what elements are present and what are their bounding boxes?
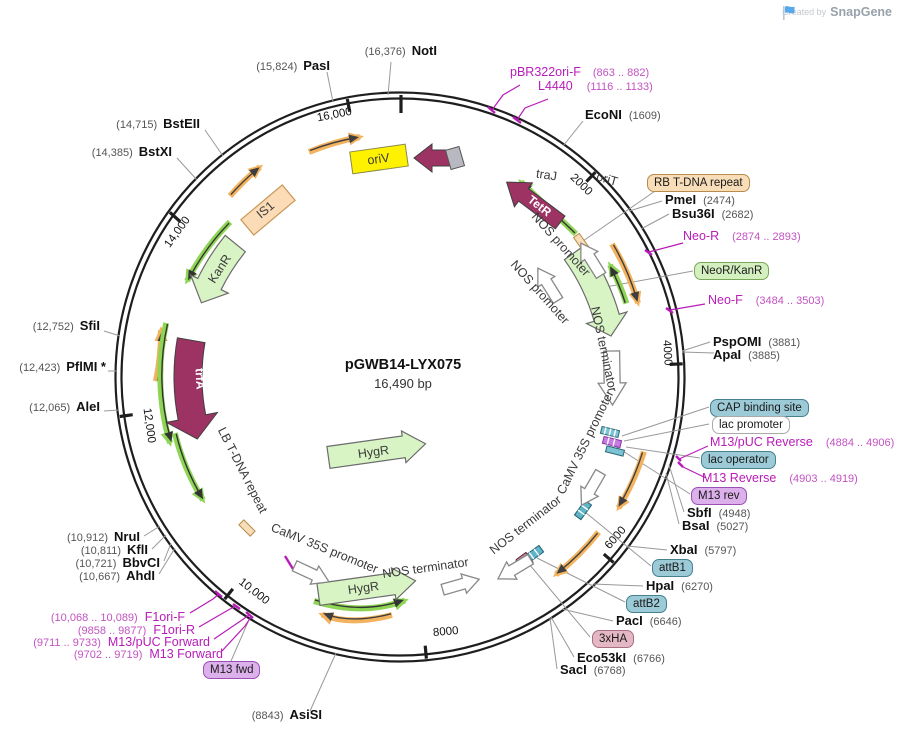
primer-label-m13-puc-forward[interactable]: (9711 .. 9733) M13/pUC Forward bbox=[33, 635, 210, 649]
oriv-label: oriV bbox=[366, 150, 391, 167]
nos-terminator-arrow-saci[interactable] bbox=[493, 551, 536, 588]
hygr-label-2: HygR bbox=[347, 579, 380, 597]
feature-box-neor-kanr[interactable]: NeoR/KanR bbox=[694, 262, 770, 280]
tick-label-16000: 16,000 bbox=[316, 106, 353, 124]
primer-label-m13-puc-reverse[interactable]: M13/pUC Reverse (4884 .. 4906) bbox=[710, 435, 894, 449]
enzyme-label-asisi[interactable]: (8843) AsiSI bbox=[252, 707, 322, 722]
primer-labels: pBR322ori-F (863 .. 882) L4440 (1116 .. 11… bbox=[33, 65, 894, 661]
tick-label-12000: 12,000 bbox=[141, 407, 158, 444]
primer-label-m13-reverse[interactable]: M13 Reverse (4903 .. 4919) bbox=[702, 471, 858, 485]
scale-ticks bbox=[119, 95, 683, 659]
lac-operator-mark[interactable] bbox=[604, 445, 626, 457]
feature-box-attb1[interactable]: attB1 bbox=[652, 559, 693, 577]
enzyme-label-ahdi[interactable]: (10,667) AhdI bbox=[79, 568, 155, 583]
primer-label-neo-f[interactable]: Neo-F (3484 .. 3503) bbox=[708, 293, 824, 307]
trfa-label: trfA bbox=[192, 368, 207, 390]
feature-box-rb-tdna-repeat[interactable]: RB T-DNA repeat bbox=[647, 174, 750, 192]
traj-arrow[interactable] bbox=[413, 142, 453, 174]
enzyme-label-noti[interactable]: (16,376) NotI bbox=[365, 43, 437, 58]
feature-box-lac-operator[interactable]: lac operator bbox=[701, 451, 776, 469]
primer-label-m13-forward[interactable]: (9702 .. 9719) M13 Forward bbox=[74, 647, 223, 661]
m13-rev-site-mark[interactable] bbox=[601, 435, 623, 449]
nos-terminator-label-bottom: NOS terminator bbox=[381, 555, 469, 581]
enzyme-label-pasi[interactable]: (15,824) PasI bbox=[256, 58, 330, 73]
lb-tdna-feature-mark[interactable] bbox=[238, 519, 256, 537]
enzyme-label-bsai[interactable]: BsaI (5027) bbox=[682, 518, 748, 533]
credit-prefix: Created by bbox=[782, 7, 827, 17]
primer-label-l4440[interactable]: L4440 (1116 .. 1133) bbox=[538, 79, 653, 93]
snapgene-flag-icon bbox=[783, 6, 795, 20]
attb1-feature-mark[interactable] bbox=[573, 499, 593, 521]
snapgene-credit: Created by SnapGene bbox=[782, 5, 892, 20]
feature-box-m13-rev[interactable]: M13 rev bbox=[691, 487, 747, 505]
cap-binding-site-mark[interactable] bbox=[599, 425, 621, 439]
callout-lines bbox=[103, 61, 715, 712]
feature-box-cap-binding-site[interactable]: CAP binding site bbox=[710, 399, 809, 417]
credit-brand: SnapGene bbox=[830, 5, 892, 19]
enzyme-label-kfli[interactable]: (10,811) KflI bbox=[81, 542, 148, 557]
enzyme-labels-right: EcoNI (1609) PmeI (2474) Bsu36I (2682) PspO… bbox=[560, 107, 800, 677]
primer-label-f1ori-r[interactable]: (9858 .. 9877) F1ori-R bbox=[78, 623, 195, 637]
plasmid-name: pGWB14-LYX075 bbox=[344, 357, 462, 373]
nos-promoter-label-2: NOS promoter bbox=[508, 258, 572, 327]
is1-feature[interactable] bbox=[240, 184, 296, 236]
tick-label-6000: 6000 bbox=[603, 524, 629, 551]
enzyme-label-bsteii[interactable]: (14,715) BstEII bbox=[116, 116, 200, 131]
nos-terminator-arrow-right[interactable] bbox=[596, 350, 628, 407]
feature-box-attb2[interactable]: attB2 bbox=[626, 595, 667, 613]
enzyme-labels-left: (16,376) NotI (15,824) PasI (14,715) BstEII… bbox=[19, 43, 437, 722]
nos-terminator-arrow-bottom[interactable] bbox=[440, 570, 482, 600]
lb-tdna-label: LB T-DNA repeat bbox=[215, 425, 271, 516]
plasmid-size: 16,490 bp bbox=[374, 376, 432, 391]
primer-label-f1ori-f[interactable]: (10,068 .. 10,089) F1ori-F bbox=[51, 610, 185, 624]
camv-35s-promoter-arrow-bottom[interactable] bbox=[290, 557, 333, 591]
camv-35s-label-bottom: CaMV 35S promoter bbox=[269, 520, 380, 576]
tetr-arrow[interactable] bbox=[498, 170, 570, 234]
enzyme-label-apai[interactable]: ApaI (3885) bbox=[713, 347, 780, 362]
primer-label-neo-r[interactable]: Neo-R (2874 .. 2893) bbox=[683, 229, 801, 243]
enzyme-label-nrui[interactable]: (10,912) NruI bbox=[67, 529, 140, 544]
nos-terminator-label-saci: NOS terminator bbox=[487, 493, 564, 557]
hygr-cds-arrow-1[interactable] bbox=[326, 428, 427, 473]
enzyme-label-paci[interactable]: PacI (6646) bbox=[616, 613, 682, 628]
enzyme-label-bsu36i[interactable]: Bsu36I (2682) bbox=[672, 206, 753, 221]
enzyme-label-pspomi[interactable]: PspOMI (3881) bbox=[713, 334, 800, 349]
orit-label: oriT bbox=[595, 169, 620, 188]
enzyme-label-hpai[interactable]: HpaI (6270) bbox=[646, 578, 713, 593]
traj-label: traJ bbox=[535, 167, 558, 184]
nos-promoter-arrow-1[interactable] bbox=[572, 238, 609, 281]
enzyme-label-sfii[interactable]: (12,752) SfiI bbox=[33, 318, 100, 333]
kanr-cds-arrow[interactable] bbox=[189, 234, 247, 304]
tick-label-4000: 4000 bbox=[660, 340, 673, 366]
enzyme-label-eco53ki[interactable]: Eco53kI (6766) bbox=[577, 650, 665, 665]
enzyme-label-sbfi[interactable]: SbfI (4948) bbox=[687, 505, 750, 520]
hygr-label-1: HygR bbox=[357, 443, 390, 461]
oriv-feature[interactable] bbox=[349, 143, 409, 175]
enzyme-label-pmei[interactable]: PmeI (2474) bbox=[665, 192, 735, 207]
enzyme-label-pflmi[interactable]: (12,423) PflMI * bbox=[19, 359, 107, 374]
trfa-arrow[interactable] bbox=[164, 337, 219, 440]
tick-label-8000: 8000 bbox=[432, 625, 459, 639]
feature-box-lac-promoter[interactable]: lac promoter bbox=[712, 416, 790, 434]
plasmid-title-block: pGWB14-LYX075 16,490 bp bbox=[345, 357, 461, 391]
enzyme-label-bstxi[interactable]: (14,385) BstXI bbox=[92, 144, 172, 159]
feature-box-3xha[interactable]: 3xHA bbox=[592, 630, 635, 648]
enzyme-label-alei[interactable]: (12,065) AleI bbox=[29, 399, 100, 414]
enzyme-label-saci[interactable]: SacI (6768) bbox=[560, 662, 626, 677]
primer-callouts bbox=[189, 84, 709, 652]
tick-label-10000: 10,000 bbox=[236, 576, 271, 607]
feature-box-m13-fwd[interactable]: M13 fwd bbox=[203, 661, 261, 679]
nos-promoter-arrow-2[interactable] bbox=[529, 263, 566, 306]
enzyme-label-xbai[interactable]: XbaI (5797) bbox=[670, 542, 736, 557]
enzyme-label-econi[interactable]: EcoNI (1609) bbox=[585, 107, 661, 122]
primer-label-pbr322ori-f[interactable]: pBR322ori-F (863 .. 882) bbox=[510, 65, 649, 79]
camv-35s-promoter-arrow-right[interactable] bbox=[573, 467, 609, 510]
hygr-cds-arrow-2[interactable] bbox=[316, 565, 417, 610]
enzyme-label-bbvci[interactable]: (10,721) BbvCI bbox=[75, 555, 160, 570]
orit-feature[interactable] bbox=[444, 145, 466, 171]
